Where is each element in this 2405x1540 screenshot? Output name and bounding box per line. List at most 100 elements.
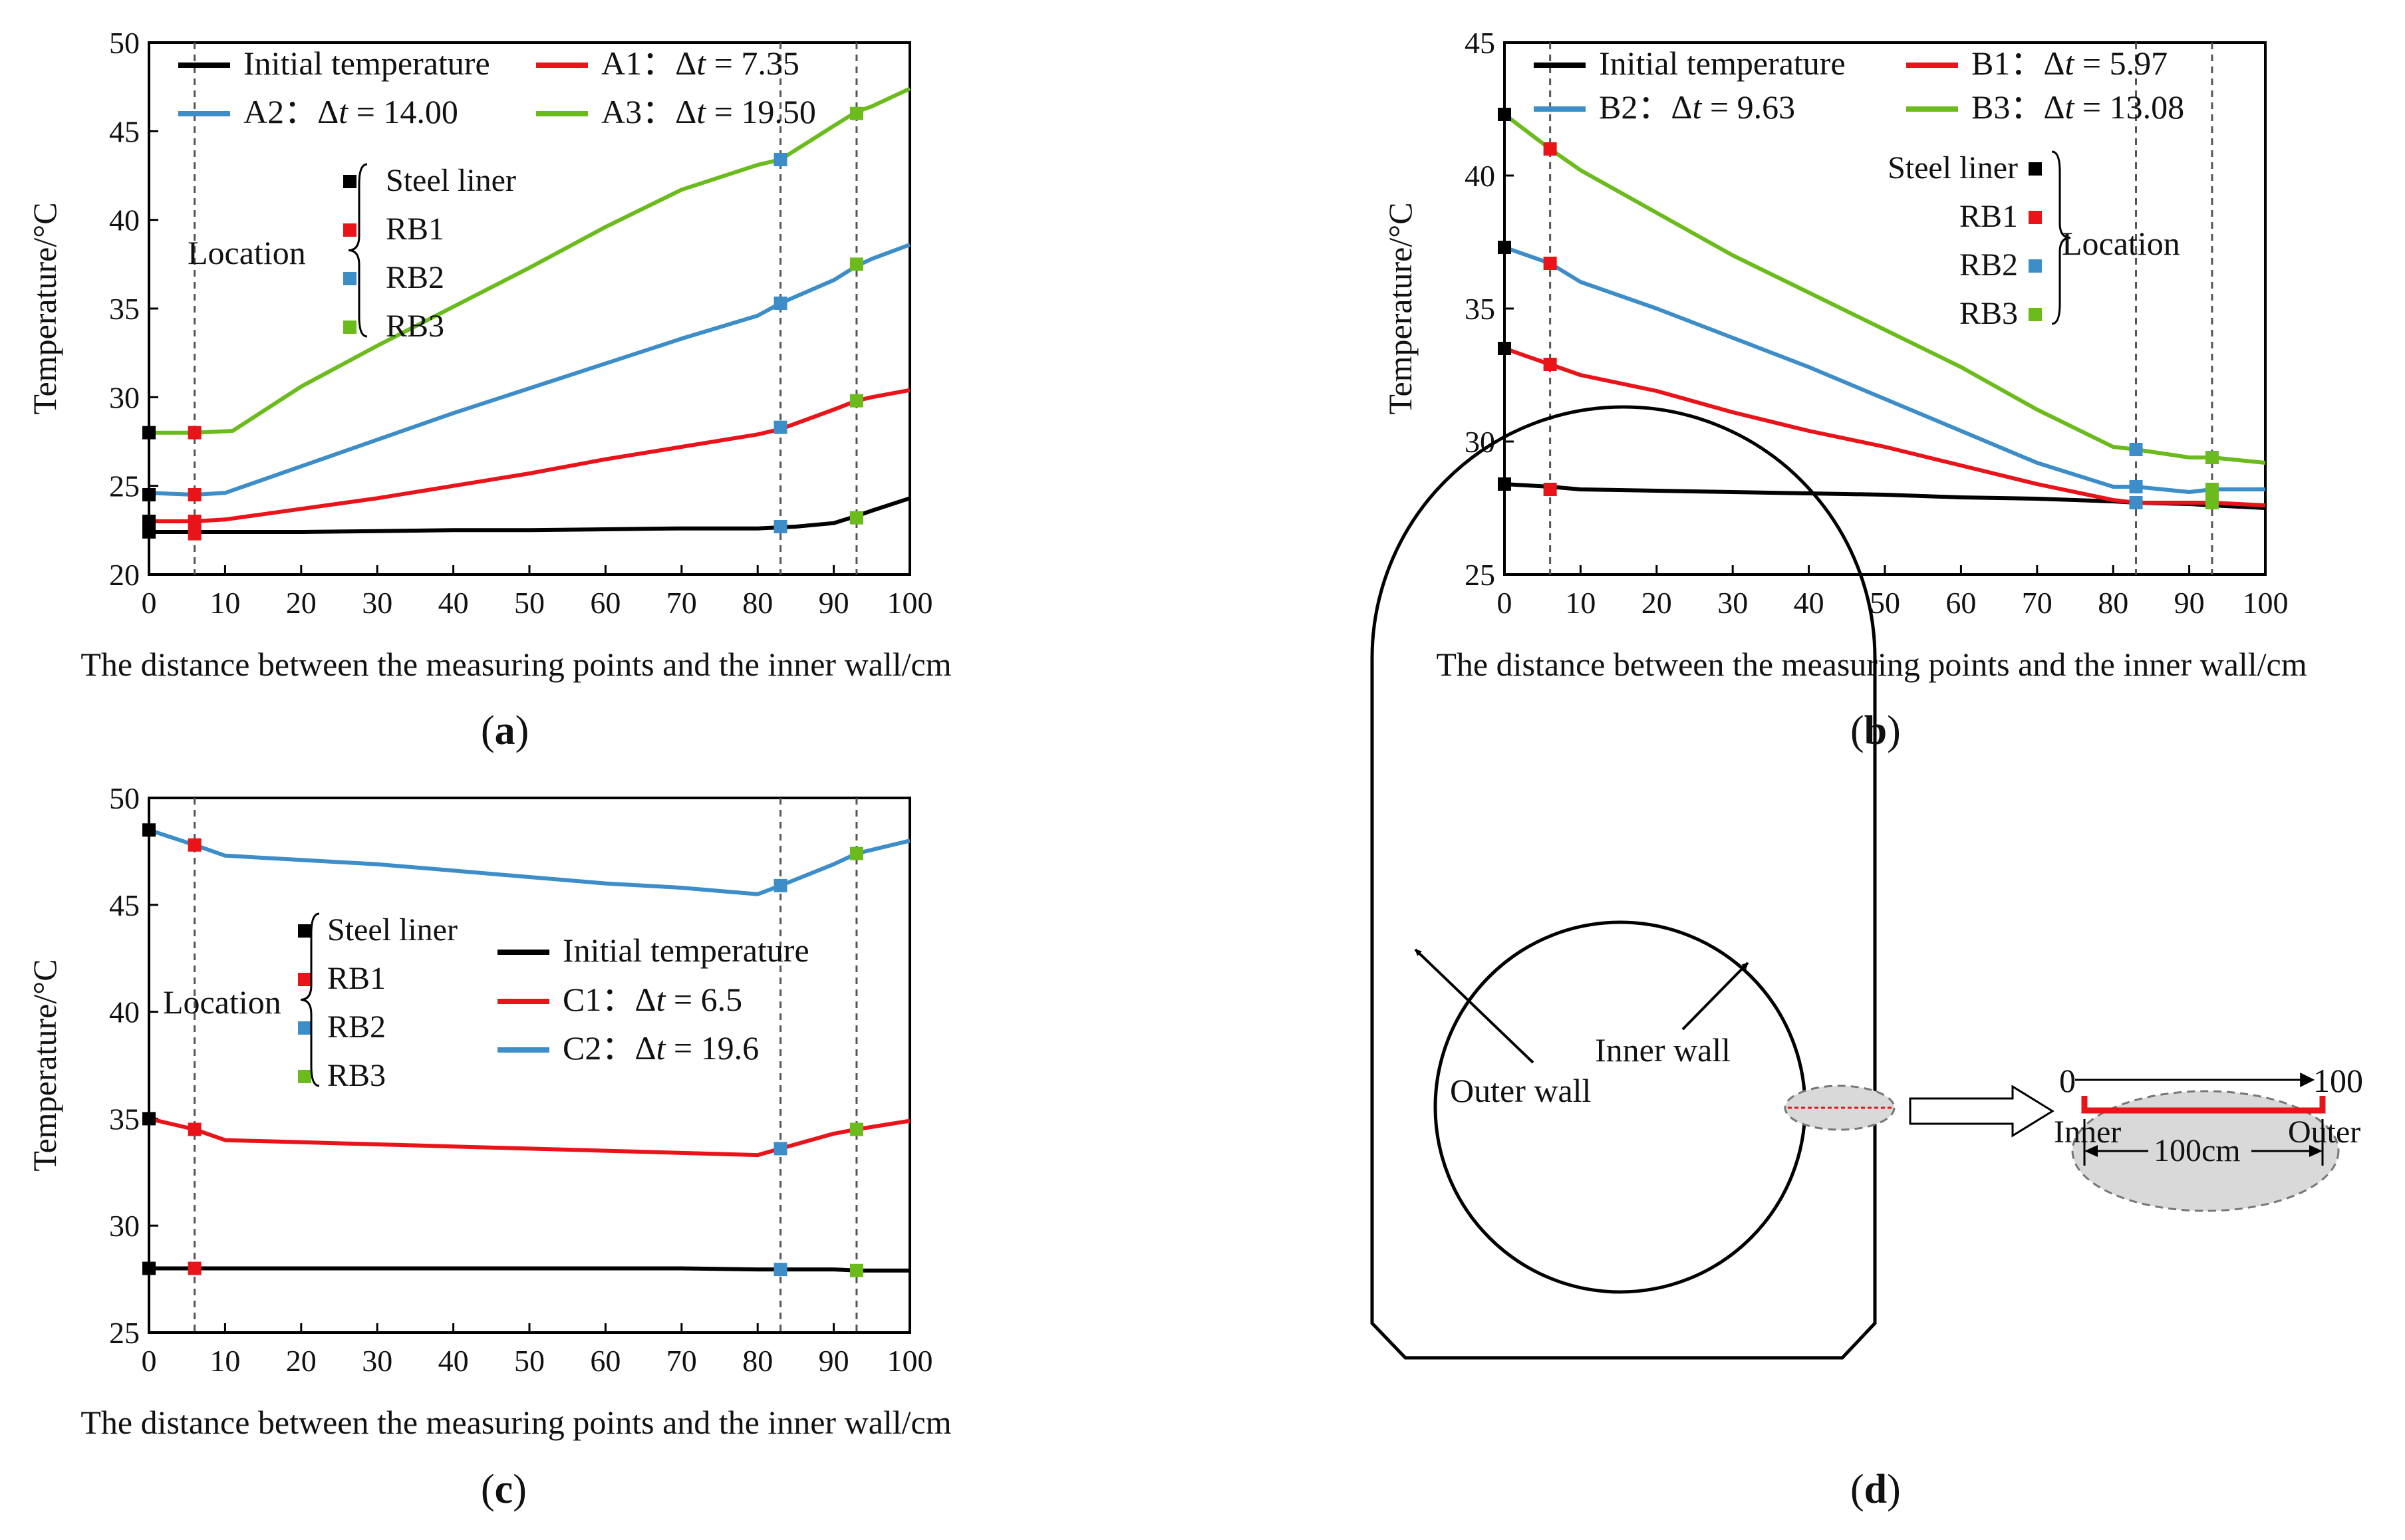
location-key-marker [343,272,356,285]
x-tick-label: 90 [819,1344,849,1378]
location-marker [849,394,863,408]
location-key-marker [298,924,311,938]
x-tick-label: 40 [438,586,469,620]
zoom-dim-arrow-right [2309,1145,2323,1157]
location-key-marker [298,1021,311,1035]
location-marker [2129,480,2143,493]
x-tick-label: 80 [2098,586,2128,620]
y-tick-label: 20 [109,558,140,592]
inner-wall-arrow [1681,962,1749,1031]
legend-label: A2：Δt = 14.00 [243,93,458,130]
location-key-label: RB1 [1959,199,2018,234]
y-axis-label: Temperature/°C [26,202,63,414]
location-marker [774,520,787,533]
x-tick-label: 30 [362,586,392,620]
x-tick-label: 0 [142,1344,157,1378]
location-marker [2129,443,2143,456]
x-tick-label: 60 [590,1344,621,1378]
location-key-brace [2051,150,2071,325]
location-marker [774,1263,787,1277]
location-marker [188,488,202,501]
x-tick-label: 70 [666,1344,697,1378]
y-tick-label: 40 [109,203,140,237]
y-tick-label: 50 [109,781,140,815]
x-tick-label: 80 [742,1344,773,1378]
x-tick-label: 10 [210,1344,240,1378]
series-line [149,388,911,523]
location-marker [1498,241,1511,254]
zoom-inner-label: Inner [2054,1114,2121,1150]
location-key-label: Steel liner [386,163,516,198]
location-marker [849,106,863,120]
location-marker [774,420,787,434]
x-tick-label: 20 [286,1344,317,1378]
location-key-marker [2029,211,2042,224]
tunnel-diagram: Outer wall Inner wall 0 100 Inner Outer … [1370,405,2363,1360]
y-tick-label: 40 [109,995,140,1029]
location-key-marker [298,1070,311,1083]
caption-b: (b) [1850,708,1901,753]
y-tick-label: 25 [109,1316,140,1350]
x-tick-label: 10 [1565,586,1596,620]
zoom-end-label: 100 [2313,1062,2363,1099]
x-axis-label: The distance between the measuring point… [1436,646,2307,683]
series-line [148,243,911,497]
y-axis-label: Temperature/°C [26,959,63,1171]
location-marker [2205,496,2219,509]
location-key-label: RB3 [1959,296,2018,331]
location-marker [2129,496,2143,509]
location-marker [142,525,156,539]
outer-wall-arrow [1414,948,1534,1064]
location-key-label: RB2 [1959,247,2018,283]
y-tick-label: 25 [1465,558,1495,592]
location-key-title: Location [2062,225,2180,262]
location-marker [2205,451,2219,464]
x-tick-label: 100 [887,1344,933,1378]
location-marker [849,1263,863,1277]
x-tick-label: 40 [1794,586,1824,620]
series-line [1504,245,2265,494]
y-tick-label: 40 [1465,159,1495,193]
x-tick-label: 90 [819,586,849,620]
location-key-marker [343,321,356,334]
y-tick-label: 30 [109,380,140,414]
y-tick-label: 35 [109,1102,140,1136]
location-marker [188,1122,202,1136]
location-marker [142,1112,156,1126]
inner-wall-label: Inner wall [1595,1031,1731,1069]
zoom-section-bracket [2081,1096,2326,1114]
legend-label: A1：Δt = 7.35 [601,45,799,82]
location-marker [188,515,202,528]
caption-a: (a) [481,708,529,753]
location-marker [188,426,202,440]
series-line [149,1266,910,1273]
legend-label: B2：Δt = 9.63 [1599,88,1795,126]
location-key-marker [2029,308,2042,321]
location-marker [1498,108,1511,121]
location-marker [1498,477,1511,491]
x-tick-label: 20 [286,586,317,620]
chart-panel-c: 0 10 20 30 40 50 60 70 80 90 100 25 30 35 40 45 50 The di… [26,781,952,1441]
series-line [148,1116,911,1158]
location-marker [849,1122,863,1136]
legend-label: B1：Δt = 5.97 [1971,45,2168,82]
location-marker [142,515,156,528]
location-key-label: RB2 [386,260,444,295]
location-key-title: Location [188,234,306,271]
x-tick-label: 80 [742,586,773,620]
y-tick-label: 35 [109,292,140,326]
y-tick-label: 50 [109,26,140,60]
caption-c: (c) [481,1467,527,1512]
location-marker [1498,342,1511,355]
x-axis-label: The distance between the measuring point… [80,646,951,683]
location-key-brace [300,912,320,1087]
x-tick-label: 60 [1945,586,1976,620]
zoom-dim-arrow-left [2084,1145,2098,1157]
outer-wall-label: Outer wall [1450,1072,1591,1109]
y-tick-label: 35 [1465,292,1495,326]
x-tick-label: 50 [514,1344,545,1378]
y-tick-label: 45 [109,888,140,922]
location-marker [1543,358,1557,371]
series-line [1504,346,2266,507]
